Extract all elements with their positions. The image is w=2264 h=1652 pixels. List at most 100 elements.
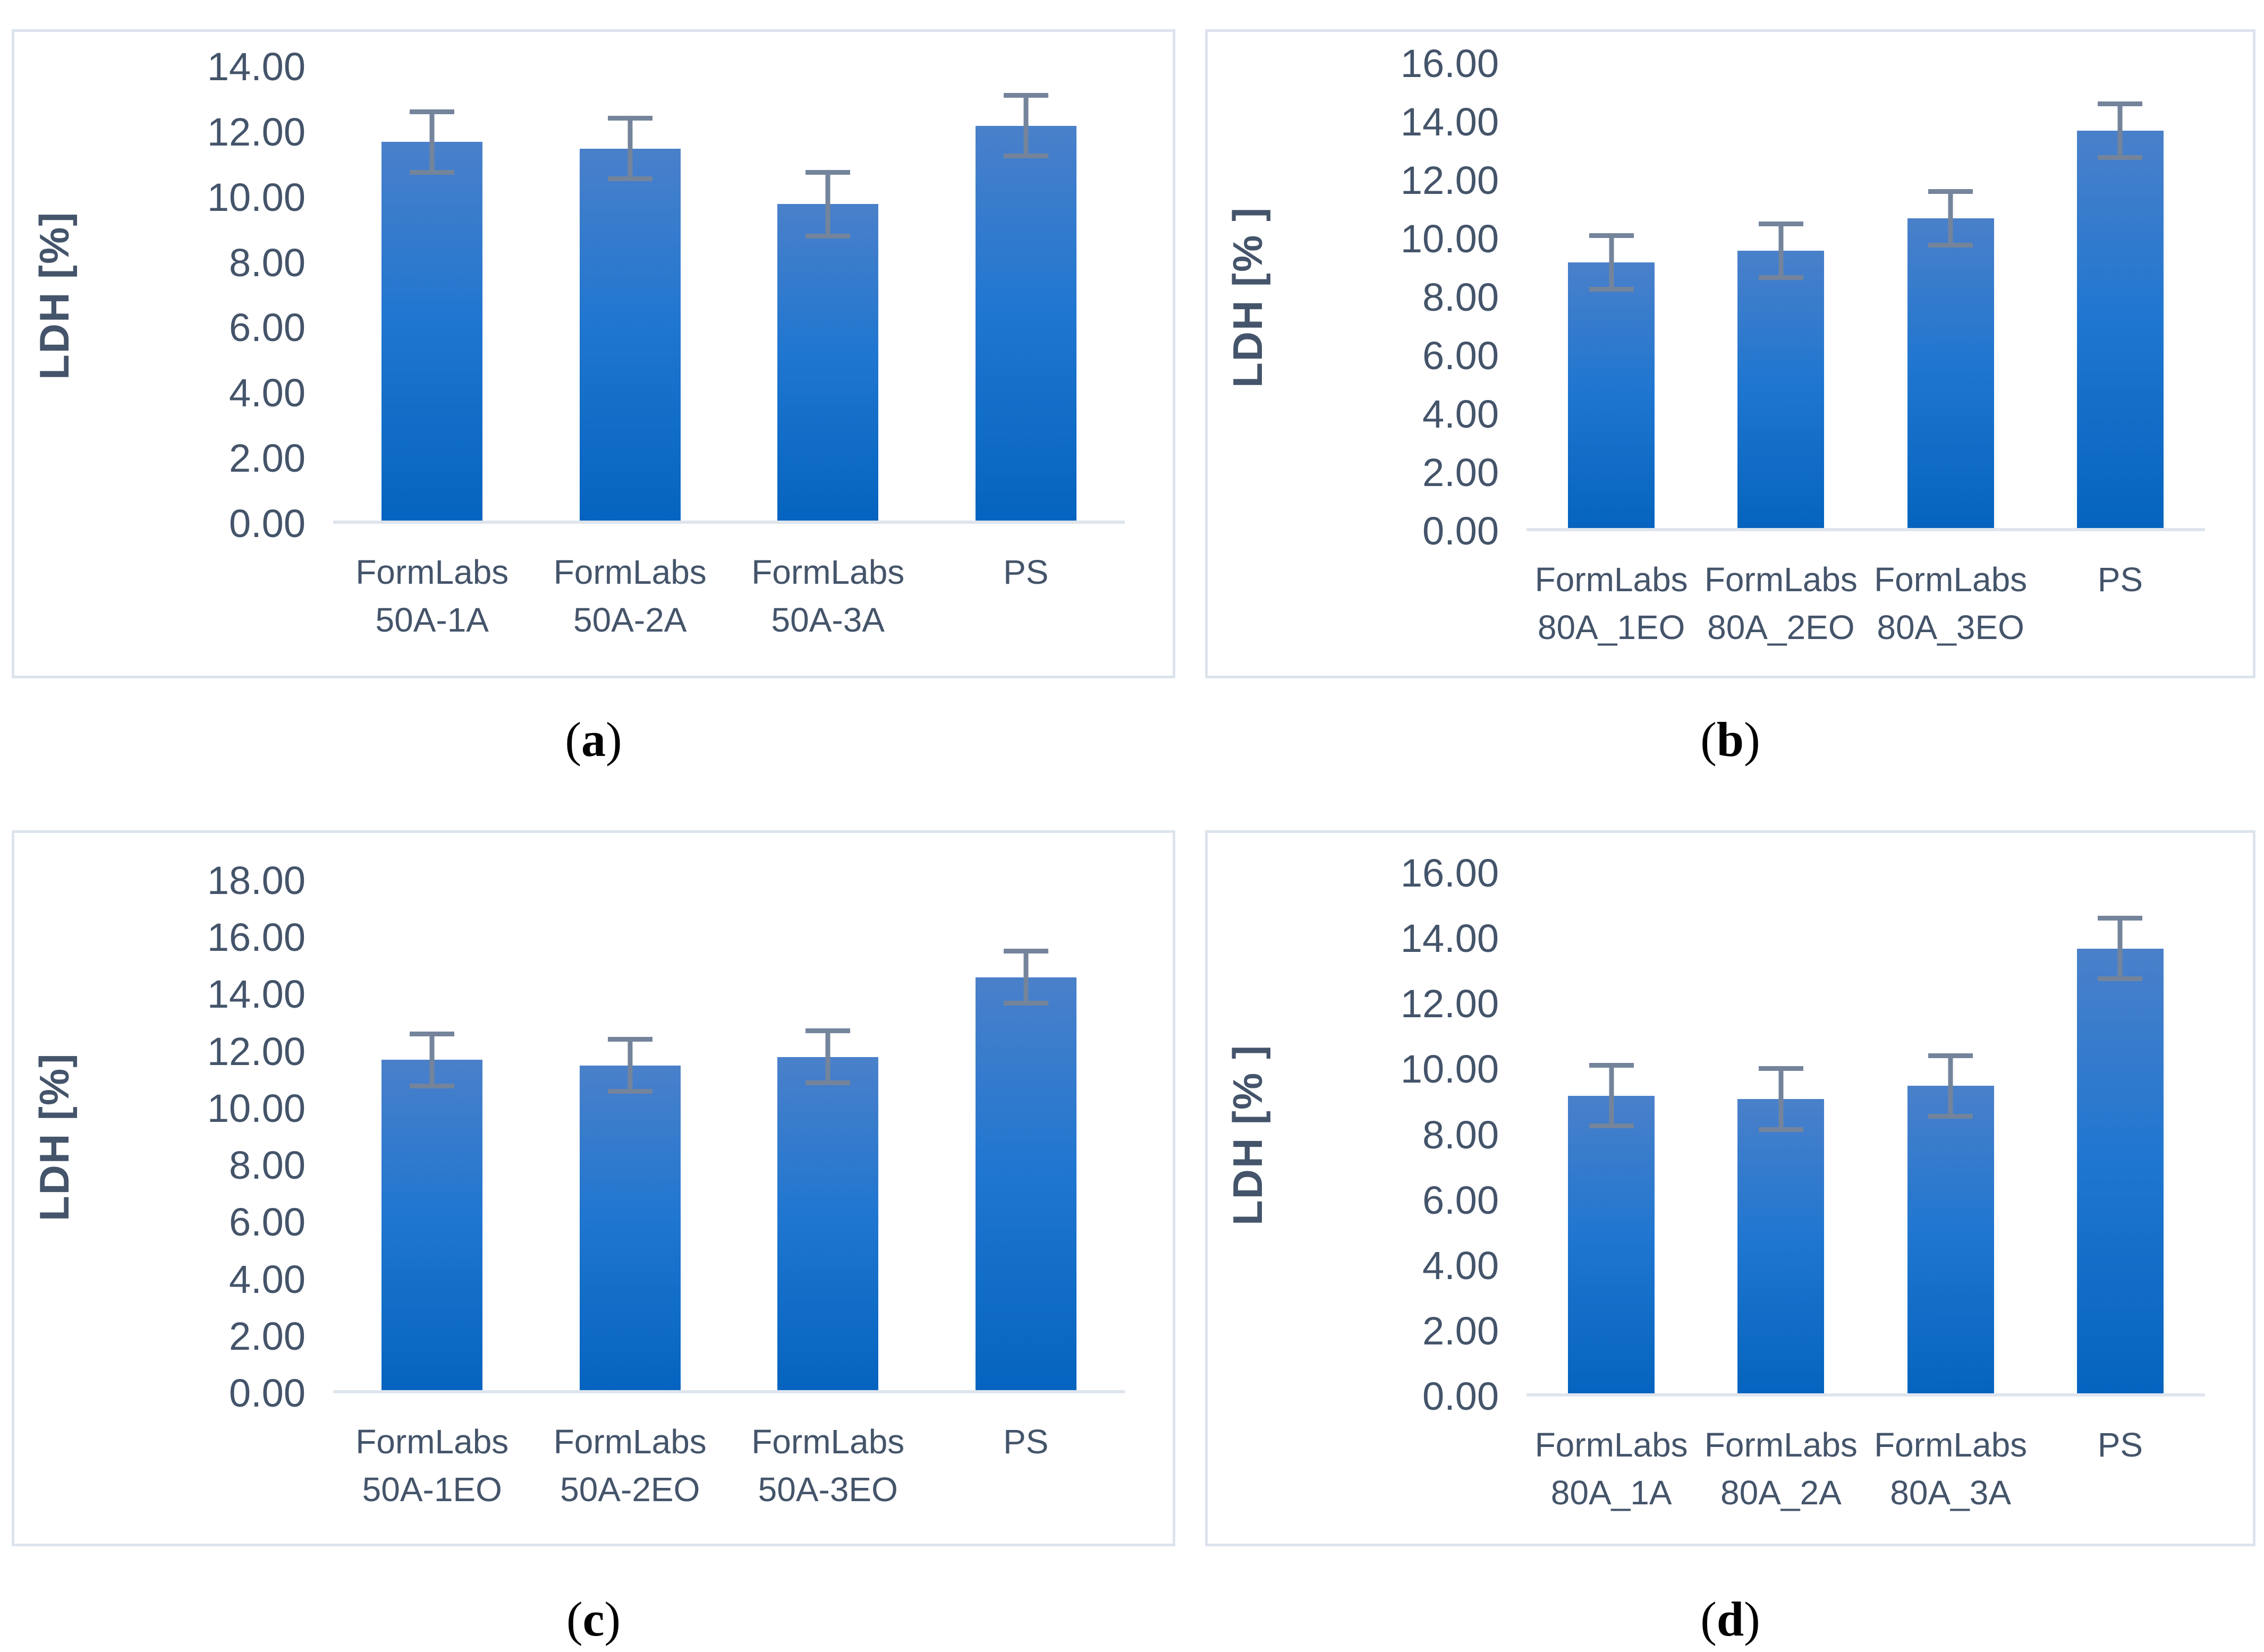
plot-area (333, 881, 1125, 1393)
y-axis-title: LDH [% ] (1224, 1044, 1271, 1225)
bar-FormLabs-80A_3A (1907, 1086, 1994, 1393)
y-tick-label: 6.00 (1422, 334, 1499, 378)
category-label: FormLabs 50A-1A (355, 553, 509, 639)
y-tick-label: 18.00 (207, 858, 306, 902)
y-tick-label: 4.00 (1422, 392, 1499, 436)
error-bar (410, 109, 455, 175)
y-axis-tick-labels: 0.00 2.00 4.00 6.00 8.00 10.00 12.00 14.00 16.00 (1303, 44, 1527, 551)
y-tick-label: 2.00 (228, 436, 306, 481)
y-tick-label: 12.00 (207, 109, 306, 154)
y-tick-label: 16.00 (1400, 41, 1499, 86)
category-label: FormLabs 80A_2EO (1704, 560, 1858, 646)
y-tick-label: 8.00 (228, 240, 306, 285)
figure-cell-b: LDH [% ] 0.00 2.00 4.00 6.00 8.00 10.00 12.00 1… (1205, 29, 2255, 768)
bar-FormLabs-50A-3EO (777, 1057, 879, 1390)
chart-panel-a: LDH [%] 0.00 2.00 4.00 6.00 8.00 10.00 12.00 14… (12, 29, 1175, 678)
y-tick-label: 2.00 (1422, 450, 1499, 495)
error-bar (2098, 101, 2143, 160)
caption-c: (c) (566, 1592, 621, 1646)
y-tick-label: 0.00 (228, 1371, 306, 1415)
y-tick-label: 14.00 (207, 972, 306, 1017)
bar-FormLabs-80A_2A (1737, 1099, 1825, 1393)
figure-cell-d: LDH [% ] 0.00 2.00 4.00 6.00 8.00 10.00 12.00 1… (1205, 830, 2255, 1647)
y-tick-label: 2.00 (1422, 1308, 1499, 1353)
category-axis-labels: FormLabs 50A-1EO FormLabs 50A-2EO FormLabs 50… (333, 1418, 1125, 1513)
category-label: PS (1003, 553, 1049, 591)
bar-PS (2076, 131, 2164, 528)
bar-FormLabs-80A_3EO (1907, 218, 1994, 528)
caption-d: (d) (1700, 1592, 1760, 1646)
error-bar (1003, 93, 1048, 159)
category-axis-labels: FormLabs 80A_1A FormLabs 80A_2A FormLabs 80A_… (1527, 1421, 2205, 1517)
y-tick-label: 6.00 (228, 1200, 306, 1245)
y-tick-label: 4.00 (228, 371, 306, 415)
error-bar (805, 1028, 851, 1086)
category-label: PS (2097, 1426, 2143, 1464)
y-tick-label: 8.00 (1422, 1112, 1499, 1157)
plot-area (333, 67, 1125, 524)
bar-chart-d: LDH [% ] 0.00 2.00 4.00 6.00 8.00 10.00 12.00 1… (1224, 833, 2242, 1517)
bar-PS (2076, 948, 2164, 1393)
y-tick-label: 12.00 (1400, 982, 1499, 1026)
category-label: PS (1003, 1423, 1049, 1461)
y-axis-title: LDH [%] (31, 1052, 78, 1222)
chart-body: 0.00 2.00 4.00 6.00 8.00 10.00 12.00 14.00 16.00… (1303, 32, 2242, 651)
bar-chart-a: LDH [%] 0.00 2.00 4.00 6.00 8.00 10.00 12.00 14… (30, 32, 1162, 644)
y-tick-label: 8.00 (228, 1143, 306, 1188)
plot-column: FormLabs 80A_1EO FormLabs 80A_2EO FormLabs 80… (1527, 32, 2242, 651)
error-bar (805, 169, 851, 239)
plot-area (1527, 64, 2205, 531)
y-tick-label: 10.00 (207, 1086, 306, 1130)
y-tick-label: 14.00 (207, 45, 306, 89)
plot-column: FormLabs 50A-1A FormLabs 50A-2A FormLabs 50A-… (333, 32, 1162, 644)
caption-a: (a) (565, 712, 622, 767)
plot-column: FormLabs 80A_1A FormLabs 80A_2A FormLabs 80A_… (1527, 833, 2242, 1517)
error-bar (1928, 189, 1973, 248)
y-tick-label: 16.00 (1400, 851, 1499, 895)
plot-area (1527, 873, 2205, 1396)
bar-FormLabs-80A_2EO (1737, 250, 1825, 528)
y-tick-label: 12.00 (207, 1029, 306, 1074)
bar-FormLabs-50A-1EO (381, 1060, 483, 1390)
error-bar (1589, 1063, 1634, 1129)
figure-row-top: LDH [%] 0.00 2.00 4.00 6.00 8.00 10.00 12.00 14… (12, 29, 2255, 768)
chart-body: 0.00 2.00 4.00 6.00 8.00 10.00 12.00 14.00 16.00… (1303, 833, 2242, 1517)
y-tick-label: 8.00 (1422, 275, 1499, 319)
category-label: PS (2097, 560, 2143, 599)
category-label: FormLabs 80A_1EO (1534, 560, 1688, 646)
y-tick-label: 4.00 (1422, 1243, 1499, 1288)
y-axis-title: LDH [% ] (1224, 207, 1271, 388)
bar-chart-b: LDH [% ] 0.00 2.00 4.00 6.00 8.00 10.00 12.00 1… (1224, 32, 2242, 651)
category-label: FormLabs 50A-2EO (553, 1423, 707, 1509)
y-axis-tick-labels: 0.00 2.00 4.00 6.00 8.00 10.00 12.00 14.00 16.00 (1303, 853, 1527, 1417)
category-label: FormLabs 50A-2A (553, 553, 707, 639)
y-tick-label: 10.00 (1400, 1047, 1499, 1092)
category-label: FormLabs 80A_3A (1874, 1426, 2028, 1512)
chart-panel-d: LDH [% ] 0.00 2.00 4.00 6.00 8.00 10.00 12.00 1… (1205, 830, 2255, 1546)
category-label: FormLabs 80A_1A (1534, 1426, 1688, 1512)
error-bar (607, 1037, 652, 1094)
error-bar (1928, 1053, 1973, 1119)
bar-chart-c: LDH [%] 0.00 2.00 4.00 6.00 8.00 10.00 12.00 14… (30, 833, 1162, 1513)
y-tick-label: 0.00 (228, 501, 306, 546)
caption-b: (b) (1700, 712, 1760, 767)
bar-FormLabs-80A_1EO (1568, 262, 1655, 528)
figure-cell-c: LDH [%] 0.00 2.00 4.00 6.00 8.00 10.00 12.00 14… (12, 830, 1175, 1647)
figure-row-bottom: LDH [%] 0.00 2.00 4.00 6.00 8.00 10.00 12.00 14… (12, 830, 2255, 1647)
y-tick-label: 10.00 (207, 175, 306, 219)
error-bar (410, 1031, 455, 1088)
bar-FormLabs-80A_1A (1568, 1095, 1655, 1393)
bar-PS (975, 977, 1076, 1390)
error-bar (1758, 1066, 1803, 1132)
y-axis-tick-labels: 0.00 2.00 4.00 6.00 8.00 10.00 12.00 14.00 (110, 47, 333, 544)
error-bar (2098, 916, 2143, 982)
y-tick-label: 0.00 (1422, 509, 1499, 553)
bar-FormLabs-50A-2EO (579, 1065, 681, 1390)
y-tick-label: 2.00 (228, 1314, 306, 1358)
category-label: FormLabs 80A_3EO (1874, 560, 2028, 646)
category-axis-labels: FormLabs 50A-1A FormLabs 50A-2A FormLabs 50A-… (333, 548, 1125, 644)
chart-panel-c: LDH [%] 0.00 2.00 4.00 6.00 8.00 10.00 12.00 14… (12, 830, 1175, 1546)
figure-cell-a: LDH [%] 0.00 2.00 4.00 6.00 8.00 10.00 12.00 14… (12, 29, 1175, 768)
y-tick-label: 16.00 (207, 915, 306, 960)
